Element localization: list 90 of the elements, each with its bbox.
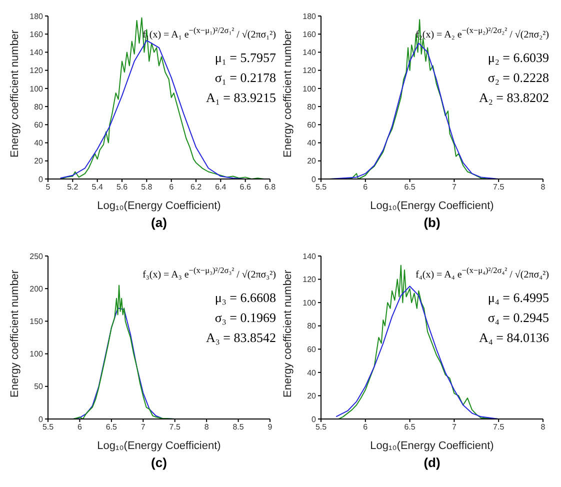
y-tick-label: 50 xyxy=(34,382,44,392)
x-tick-label: 8 xyxy=(540,422,546,432)
y-tick-label: 40 xyxy=(307,368,317,378)
x-tick-label: 6 xyxy=(363,182,368,192)
y-tick-label: 0 xyxy=(312,414,317,424)
annotation: A₄ = 84.0136 xyxy=(478,329,549,348)
y-tick-label: 250 xyxy=(30,252,44,261)
y-axis-title: Energy coefficient number xyxy=(282,30,294,158)
x-tick-label: 7.5 xyxy=(493,422,505,432)
y-tick-label: 120 xyxy=(302,275,317,284)
x-tick-label: 7.5 xyxy=(493,182,505,192)
y-tick-label: 140 xyxy=(302,252,317,261)
y-tick-label: 180 xyxy=(30,12,44,21)
y-tick-label: 60 xyxy=(307,120,317,130)
y-tick-label: 20 xyxy=(34,156,44,166)
x-tick-label: 6.4 xyxy=(215,182,227,192)
y-tick-label: 80 xyxy=(307,102,317,112)
x-tick-label: 8.5 xyxy=(232,422,244,432)
y-axis-title: Energy coefficient number xyxy=(8,30,21,158)
y-tick-label: 20 xyxy=(307,392,317,401)
y-tick-label: 0 xyxy=(38,414,44,424)
x-tick-label: 6 xyxy=(363,422,368,432)
y-tick-label: 140 xyxy=(302,48,317,58)
text: (a) xyxy=(150,215,168,230)
x-tick-label: 8 xyxy=(540,182,546,192)
y-tick-label: 150 xyxy=(30,317,44,326)
y-tick-label: 120 xyxy=(302,66,317,76)
annotation: μ₂ = 6.6039 xyxy=(486,49,549,68)
x-tick-label: 6.5 xyxy=(404,422,416,432)
annotation: σ₄ = 0.2945 xyxy=(486,309,549,328)
x-axis-title: Log₁₀(Energy Coefficient) xyxy=(370,200,494,212)
text: (c) xyxy=(150,455,168,470)
x-tick-label: 8 xyxy=(204,422,210,432)
y-tick-label: 100 xyxy=(30,84,44,94)
y-tick-label: 200 xyxy=(30,284,44,294)
x-tick-label: 6.8 xyxy=(264,182,276,192)
annotation: σ₁ = 0.2178 xyxy=(214,69,276,88)
annotation: μ₁ = 5.7957 xyxy=(214,49,276,68)
x-axis-title: Log₁₀(Energy Coefficient) xyxy=(370,440,494,452)
y-tick-label: 120 xyxy=(30,66,44,76)
x-tick-label: 5.6 xyxy=(116,182,128,192)
x-tick-label: 5.4 xyxy=(92,182,104,192)
y-tick-label: 60 xyxy=(307,344,317,354)
y-tick-label: 160 xyxy=(302,30,317,39)
x-axis-title: Log₁₀(Energy Coefficient) xyxy=(97,200,221,212)
annotation: σ₃ = 0.1969 xyxy=(214,309,276,328)
x-tick-label: 7.5 xyxy=(169,422,181,432)
x-tick-label: 5.5 xyxy=(42,422,54,432)
x-tick-label: 5 xyxy=(46,182,51,192)
y-tick-label: 80 xyxy=(307,322,317,331)
y-tick-label: 0 xyxy=(38,174,44,184)
y-tick-label: 100 xyxy=(30,350,44,359)
x-tick-label: 6.6 xyxy=(240,182,252,192)
x-tick-label: 9 xyxy=(268,422,273,432)
y-tick-label: 0 xyxy=(312,174,317,184)
annotation: A₃ = 83.8542 xyxy=(204,329,276,348)
y-tick-label: 40 xyxy=(307,138,317,148)
x-tick-label: 6 xyxy=(169,182,174,192)
y-tick-label: 100 xyxy=(302,298,317,308)
y-axis-title: Energy coefficient number xyxy=(282,270,294,398)
annotation: A₂ = 83.8202 xyxy=(478,89,549,108)
text: (d) xyxy=(422,455,442,470)
y-tick-label: 20 xyxy=(307,156,317,166)
y-tick-label: 40 xyxy=(34,138,44,148)
y-axis-title: Energy coefficient number xyxy=(8,270,21,398)
y-tick-label: 160 xyxy=(30,30,44,39)
x-tick-label: 5.8 xyxy=(141,182,153,192)
x-tick-label: 5.5 xyxy=(315,422,328,432)
annotation: f₃(x) = A₃ e$^{−(x−μ₃)²/2σ₃²}$ / √(2πσ₃²) xyxy=(142,265,276,282)
y-tick-label: 80 xyxy=(34,102,44,112)
annotation: σ₂ = 0.2228 xyxy=(486,69,549,88)
x-tick-label: 6.5 xyxy=(106,422,118,432)
x-tick-label: 7 xyxy=(452,422,457,432)
annotation: f₄(x) = A₄ e$^{−(x−μ₄)²/2σ₄²}$ / √(2πσ₄²) xyxy=(416,265,549,282)
x-tick-label: 6.2 xyxy=(190,182,202,192)
y-tick-label: 60 xyxy=(34,120,44,130)
y-tick-label: 180 xyxy=(302,12,317,21)
x-axis-title: Log₁₀(Energy Coefficient) xyxy=(97,440,221,452)
x-tick-label: 7 xyxy=(140,422,146,432)
x-tick-label: 5.5 xyxy=(315,182,328,192)
y-tick-label: 140 xyxy=(30,48,44,58)
x-tick-label: 6 xyxy=(77,422,82,432)
annotation: μ₄ = 6.4995 xyxy=(486,289,549,308)
x-tick-label: 6.5 xyxy=(404,182,416,192)
x-tick-label: 7 xyxy=(452,182,457,192)
annotation: A₁ = 83.9215 xyxy=(204,89,276,108)
y-tick-label: 100 xyxy=(302,84,317,94)
x-tick-label: 5.2 xyxy=(67,182,79,192)
annotation: μ₃ = 6.6608 xyxy=(214,289,276,308)
text: (b) xyxy=(422,215,442,230)
